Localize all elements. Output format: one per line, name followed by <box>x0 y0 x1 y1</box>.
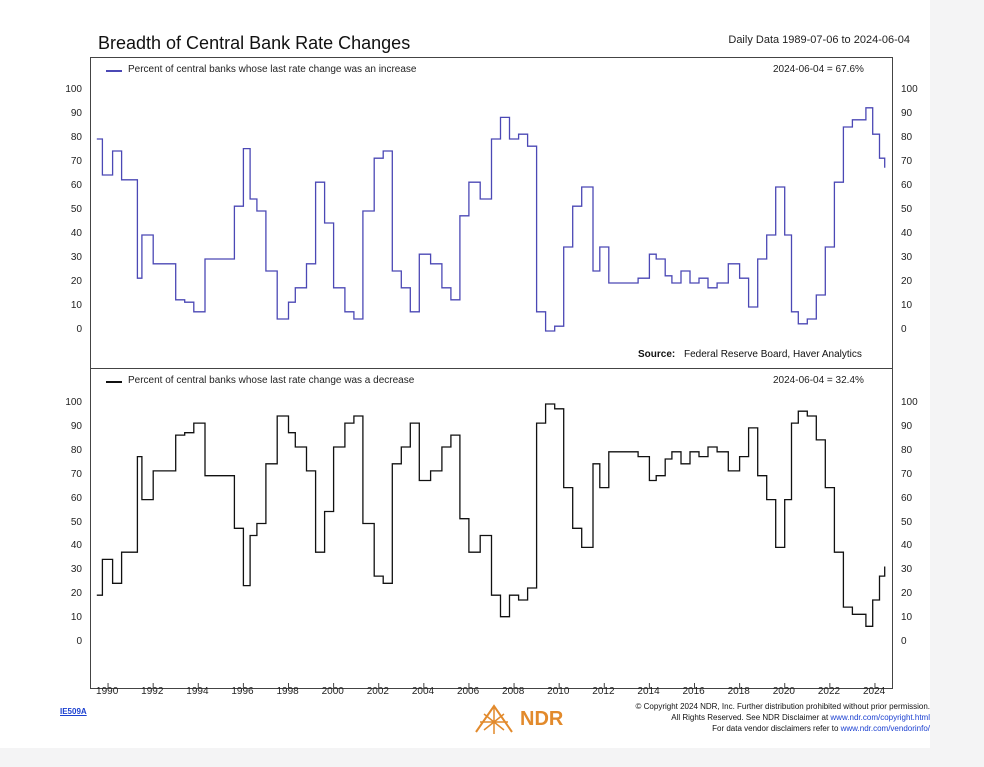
x-tick-label-1996: 1996 <box>231 686 254 697</box>
source-note: Source: Federal Reserve Board, Haver Ana… <box>638 349 862 360</box>
y-tick-left-p2-60: 60 <box>70 492 82 504</box>
copyright-link[interactable]: www.ndr.com/copyright.html <box>830 713 930 722</box>
x-tick-label-2014: 2014 <box>637 686 660 697</box>
chart-title: Breadth of Central Bank Rate Changes <box>98 33 411 53</box>
latest-value-increase: 2024-06-04 = 67.6% <box>773 64 864 75</box>
x-tick-label-2016: 2016 <box>682 686 705 697</box>
x-tick-label-2010: 2010 <box>547 686 570 697</box>
y-tick-left-p1-70: 70 <box>70 156 82 167</box>
y-tick-left-p2-50: 50 <box>70 516 82 528</box>
y-tick-left-p1-0: 0 <box>76 324 82 335</box>
y-tick-right-p1-40: 40 <box>901 228 913 239</box>
y-tick-left-p1-20: 20 <box>70 276 82 287</box>
footer-disclaimer: © Copyright 2024 NDR, Inc. Further distr… <box>636 701 930 734</box>
y-tick-right-p1-80: 80 <box>901 132 913 143</box>
x-tick-label-1994: 1994 <box>186 686 209 697</box>
legend-label-decrease: Percent of central banks whose last rate… <box>128 375 415 386</box>
date-range: Daily Data 1989-07-06 to 2024-06-04 <box>728 34 910 46</box>
y-tick-right-p1-30: 30 <box>901 252 913 263</box>
y-tick-right-p2-30: 30 <box>901 564 913 576</box>
footer-vendor-text: For data vendor disclaimers refer to <box>712 724 841 733</box>
x-tick-label-2008: 2008 <box>502 686 525 697</box>
vendor-link[interactable]: www.ndr.com/vendorinfo/ <box>840 724 930 733</box>
y-tick-left-p2-20: 20 <box>70 588 82 600</box>
y-tick-right-p2-20: 20 <box>901 588 913 600</box>
chart-code-link[interactable]: IE509A <box>60 707 87 716</box>
y-tick-left-p2-100: 100 <box>65 397 82 408</box>
x-tick-label-2018: 2018 <box>727 686 750 697</box>
y-tick-right-p2-10: 10 <box>901 612 913 624</box>
x-tick-label-2002: 2002 <box>366 686 389 697</box>
y-tick-right-p2-40: 40 <box>901 540 913 552</box>
y-tick-left-p1-90: 90 <box>70 108 82 119</box>
footer-copyright: © Copyright 2024 NDR, Inc. Further distr… <box>635 702 930 711</box>
y-tick-right-p1-60: 60 <box>901 180 913 191</box>
y-tick-right-p2-90: 90 <box>901 420 913 432</box>
y-tick-left-p2-40: 40 <box>70 540 82 552</box>
y-tick-right-p2-50: 50 <box>901 516 913 528</box>
legend-swatch-increase <box>106 70 122 72</box>
x-tick-label-2004: 2004 <box>411 686 435 697</box>
y-tick-left-p1-30: 30 <box>70 252 82 263</box>
y-tick-right-p2-60: 60 <box>901 492 913 504</box>
footer-rights: All Rights Reserved. See NDR Disclaimer … <box>636 712 930 723</box>
x-tick-label-2022: 2022 <box>817 686 841 697</box>
y-tick-right-p1-70: 70 <box>901 156 913 167</box>
chart-frame <box>90 57 893 689</box>
y-tick-left-p1-50: 50 <box>70 204 82 215</box>
x-tick-label-2000: 2000 <box>321 686 344 697</box>
x-tick-label-2020: 2020 <box>772 686 795 697</box>
right-margin <box>930 0 984 767</box>
logo-text: NDR <box>520 708 564 730</box>
legend-swatch-decrease <box>106 381 122 383</box>
y-tick-left-p2-10: 10 <box>70 612 82 624</box>
x-tick-label-1992: 1992 <box>141 686 164 697</box>
x-tick-label-2024: 2024 <box>862 686 886 697</box>
source-label: Source: <box>638 349 676 360</box>
source-text: Federal Reserve Board, Haver Analytics <box>684 349 862 360</box>
y-tick-right-p1-90: 90 <box>901 108 913 119</box>
y-tick-left-p2-80: 80 <box>70 444 82 456</box>
x-tick-label-1998: 1998 <box>276 686 299 697</box>
y-tick-left-p1-40: 40 <box>70 228 82 239</box>
x-tick-label-1990: 1990 <box>96 686 119 697</box>
latest-value-decrease: 2024-06-04 = 32.4% <box>773 375 864 386</box>
y-tick-left-p2-70: 70 <box>70 468 82 480</box>
x-tick-label-2006: 2006 <box>456 686 480 697</box>
y-tick-right-p2-80: 80 <box>901 444 913 456</box>
y-tick-right-p1-10: 10 <box>901 300 913 311</box>
series-line-decrease <box>96 403 886 627</box>
y-tick-left-p1-100: 100 <box>65 84 82 95</box>
y-tick-left-p1-80: 80 <box>70 132 82 143</box>
y-tick-left-p2-30: 30 <box>70 564 82 576</box>
footer-vendor: For data vendor disclaimers refer to www… <box>636 723 930 734</box>
ndr-logo-icon <box>475 704 513 734</box>
y-tick-right-p2-70: 70 <box>901 468 913 480</box>
y-tick-right-p1-100: 100 <box>901 84 918 95</box>
y-tick-left-p2-90: 90 <box>70 420 82 432</box>
y-tick-right-p2-100: 100 <box>901 397 918 408</box>
x-tick-label-2012: 2012 <box>592 686 615 697</box>
y-tick-left-p2-0: 0 <box>76 636 82 647</box>
footer-rights-text: All Rights Reserved. See NDR Disclaimer … <box>671 713 831 722</box>
series-line-increase <box>96 107 886 332</box>
y-tick-left-p1-10: 10 <box>70 300 82 311</box>
panel-divider <box>90 368 893 369</box>
legend-label-increase: Percent of central banks whose last rate… <box>128 64 417 75</box>
y-tick-right-p1-0: 0 <box>901 324 907 335</box>
bottom-margin <box>0 748 984 767</box>
y-tick-right-p2-0: 0 <box>901 636 907 647</box>
y-tick-right-p1-20: 20 <box>901 276 913 287</box>
y-tick-left-p1-60: 60 <box>70 180 82 191</box>
y-tick-right-p1-50: 50 <box>901 204 913 215</box>
